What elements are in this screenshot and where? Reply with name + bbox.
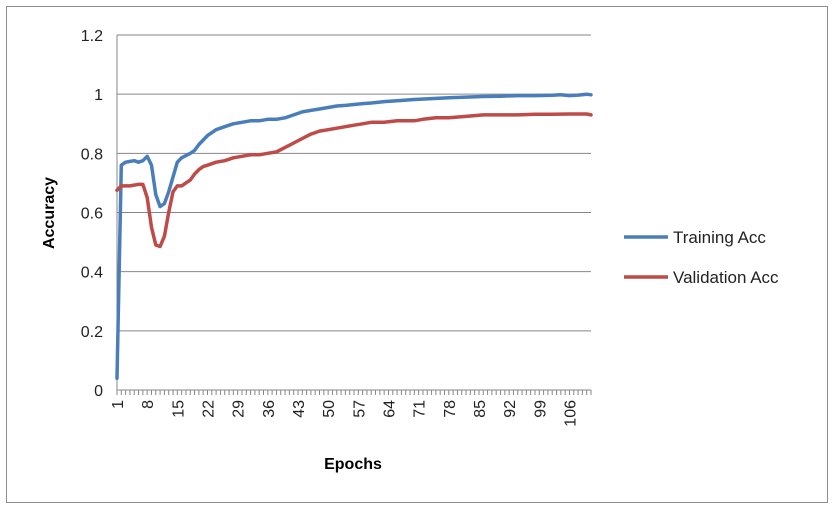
- legend-label: Training Acc: [673, 228, 766, 247]
- y-tick-label: 1: [94, 87, 103, 104]
- y-tick-label: 0: [94, 383, 103, 400]
- x-tick-label: 85: [472, 400, 489, 418]
- y-tick-label: 0.8: [81, 146, 103, 163]
- x-axis-title: Epochs: [324, 456, 382, 473]
- x-tick-labels: 1 8 15 22 29 36 43 50 57 64 71 78 85 92 99 106: [110, 400, 579, 427]
- gridlines: [117, 34, 591, 332]
- x-tick-label: 43: [291, 400, 308, 418]
- y-tick-label: 0.4: [81, 265, 103, 282]
- legend-label: Validation Acc: [673, 268, 779, 287]
- series-line-validation-acc: [115, 112, 593, 249]
- y-tick-label: 0.2: [81, 324, 103, 341]
- series-lines: [115, 92, 593, 380]
- x-tick-label: 78: [442, 400, 459, 418]
- x-tick-label: 15: [170, 400, 187, 418]
- x-tick-label: 1: [110, 400, 127, 409]
- x-tick-label: 92: [502, 400, 519, 418]
- y-axis-title: Accuracy: [41, 177, 58, 249]
- chart-frame: [6, 6, 828, 503]
- y-tick-labels: 0 0.2 0.4 0.6 0.8 1 1.2: [81, 28, 103, 400]
- x-tick-label: 8: [140, 400, 157, 409]
- x-tick-label: 36: [261, 400, 278, 418]
- x-tick-label: 57: [351, 400, 368, 418]
- x-tick-label: 22: [200, 400, 217, 418]
- x-tick-label: 106: [562, 400, 579, 427]
- x-tick-label: 99: [532, 400, 549, 418]
- series-line-training-acc: [115, 92, 593, 380]
- x-tick-label: 71: [412, 400, 429, 418]
- y-tick-label: 1.2: [81, 28, 103, 45]
- x-tick-label: 29: [231, 400, 248, 418]
- x-tick-label: 64: [381, 400, 398, 418]
- x-tick-label: 50: [321, 400, 338, 418]
- y-tick-label: 0.6: [81, 206, 103, 223]
- legend: Training Acc Validation Acc: [624, 228, 779, 287]
- axes: [116, 35, 592, 395]
